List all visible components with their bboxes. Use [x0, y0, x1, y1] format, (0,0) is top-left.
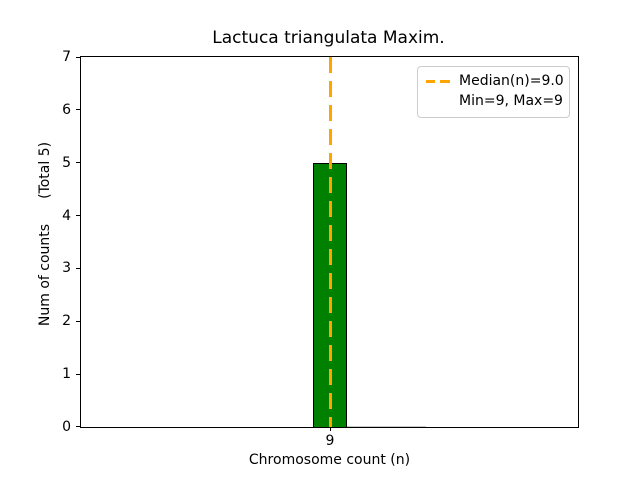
- dashed-line-icon: [426, 79, 450, 83]
- y-axis-total-annotation: (Total 5): [37, 141, 53, 199]
- zero-height-bar-edge: [347, 425, 426, 427]
- y-tick-mark-1: [76, 374, 80, 375]
- y-axis-label-text: Num of counts: [37, 223, 53, 327]
- y-tick-label-0: 0: [62, 419, 71, 435]
- y-tick-mark-3: [76, 268, 80, 269]
- y-tick-mark-6: [76, 109, 80, 110]
- y-tick-mark-0: [76, 426, 80, 427]
- legend-label-minmax: Min=9, Max=9: [459, 93, 563, 109]
- plot-area: 7 6 5 4 3 2 1 0 9 Chromosome count (n): [62, 49, 579, 468]
- legend-entry-median: Median(n)=9.0: [426, 71, 564, 91]
- y-tick-label-1: 1: [62, 366, 71, 382]
- legend-label-median: Median(n)=9.0: [459, 73, 564, 89]
- y-axis-label: Num of counts (Total 5): [37, 142, 53, 326]
- x-tick-mark-9: [330, 427, 331, 431]
- y-tick-label-5: 5: [62, 155, 71, 171]
- y-tick-mark-7: [76, 57, 80, 58]
- median-line: [329, 57, 332, 427]
- y-tick-label-7: 7: [62, 49, 71, 65]
- x-tick-label-9: 9: [325, 433, 335, 449]
- y-tick-label-2: 2: [62, 313, 71, 329]
- y-tick-mark-5: [76, 162, 80, 163]
- y-tick-label-4: 4: [62, 208, 71, 224]
- legend: Median(n)=9.0 Min=9, Max=9: [417, 66, 570, 118]
- y-tick-mark-2: [76, 321, 80, 322]
- y-tick-label-3: 3: [62, 260, 71, 276]
- empty-handle: [426, 100, 450, 103]
- chart-title: Lactuca triangulata Maxim.: [212, 28, 445, 48]
- y-tick-label-6: 6: [62, 102, 71, 118]
- y-tick-mark-4: [76, 215, 80, 216]
- x-axis-label: Chromosome count (n): [248, 452, 411, 468]
- legend-entry-minmax: Min=9, Max=9: [426, 91, 563, 111]
